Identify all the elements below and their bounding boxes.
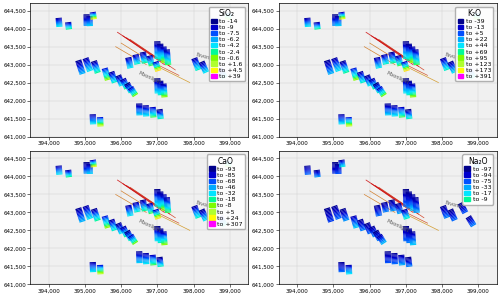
Legend: to -97, to -94, to -75, to -33, to -17, to -9: to -97, to -94, to -75, to -33, to -17, … xyxy=(462,154,494,205)
Text: Favona: Favona xyxy=(444,52,462,61)
Text: Favona: Favona xyxy=(196,200,214,209)
Text: Moonlight: Moonlight xyxy=(386,219,410,233)
Legend: to -39, to -13, to +5, to +22, to +44, to +69, to +95, to +123, to +173, to +391: to -39, to -13, to +5, to +22, to +44, t… xyxy=(456,7,494,81)
Text: Moonlight: Moonlight xyxy=(386,71,410,86)
Text: Moonlight: Moonlight xyxy=(138,219,162,233)
Legend: to -14, to -9, to -7.5, to -6.2, to -4.2, to -2.4, to -0.6, to +1.6, to +4.5, to: to -14, to -9, to -7.5, to -6.2, to -4.2… xyxy=(209,7,245,81)
Text: Favona: Favona xyxy=(196,52,214,61)
Legend: to -93, to -85, to -68, to -46, to -32, to -18, to -8, to +5, to +24, to +307: to -93, to -85, to -68, to -46, to -32, … xyxy=(207,154,245,229)
Text: Moonlight: Moonlight xyxy=(138,71,162,86)
Text: Favona: Favona xyxy=(444,200,462,209)
